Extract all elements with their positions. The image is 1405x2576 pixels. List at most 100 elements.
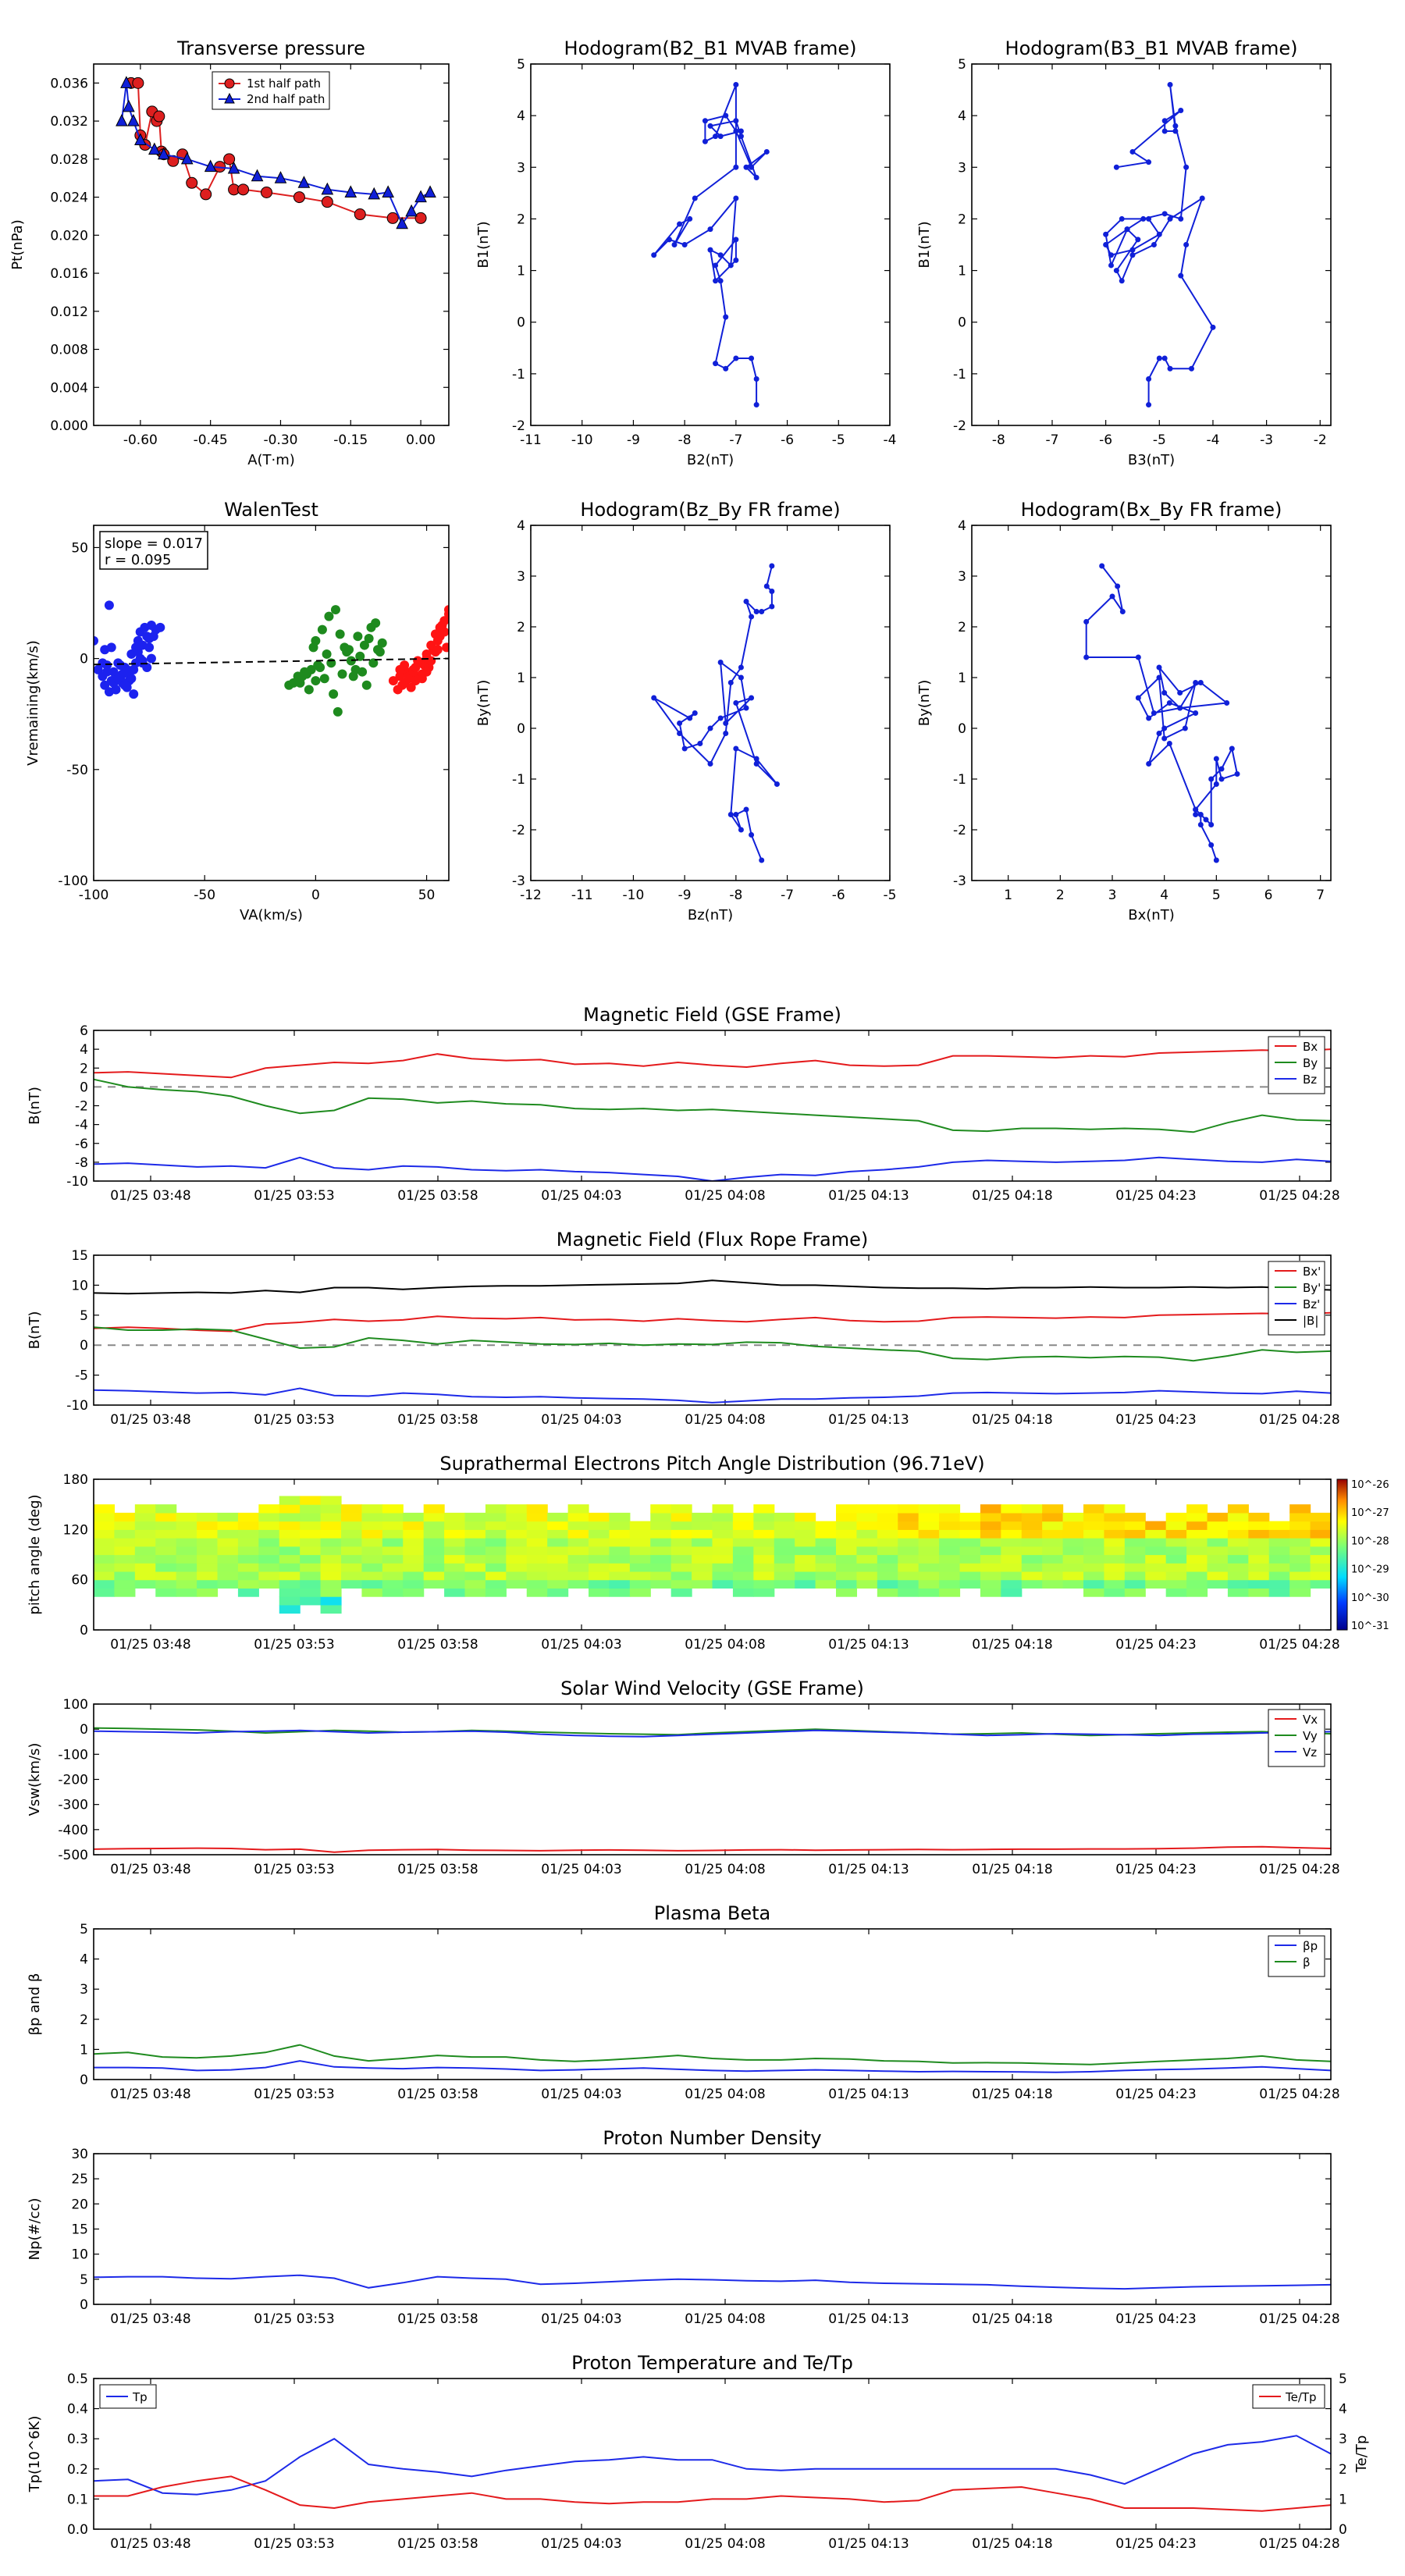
heatmap-cell bbox=[774, 1529, 795, 1539]
y-axis-label: Pt(nPa) bbox=[9, 219, 26, 269]
data-point bbox=[1146, 402, 1152, 408]
y-tick-label: 6 bbox=[80, 1023, 88, 1039]
heatmap-cell bbox=[1207, 1579, 1229, 1589]
plot-area bbox=[94, 1496, 1331, 1614]
y-tick-label: 2 bbox=[958, 212, 966, 227]
heatmap-cell bbox=[320, 1604, 342, 1614]
legend-label: Tp bbox=[132, 2390, 148, 2404]
heatmap-cell bbox=[939, 1554, 961, 1564]
data-point bbox=[1135, 654, 1141, 660]
heatmap-cell bbox=[918, 1563, 940, 1572]
legend-label: By bbox=[1303, 1056, 1318, 1070]
data-point bbox=[204, 159, 217, 173]
heatmap-cell bbox=[1248, 1571, 1270, 1581]
x-tick-label: 0.00 bbox=[406, 432, 436, 448]
heatmap-cell bbox=[341, 1504, 363, 1514]
heatmap-cell bbox=[692, 1571, 713, 1581]
heatmap-cell bbox=[237, 1563, 259, 1572]
data-point bbox=[677, 720, 683, 726]
heatmap-cell bbox=[898, 1571, 919, 1581]
data-point bbox=[127, 113, 140, 126]
y-tick-label: 0.1 bbox=[67, 2492, 88, 2507]
heatmap-cell bbox=[237, 1538, 259, 1547]
y-tick-label: 0.2 bbox=[67, 2462, 88, 2478]
heatmap-cell bbox=[114, 1588, 136, 1597]
heatmap-cell bbox=[712, 1521, 734, 1530]
x-tick-label: -11 bbox=[520, 432, 542, 448]
data-point bbox=[1108, 262, 1115, 269]
heatmap-cell bbox=[403, 1588, 425, 1597]
data-point bbox=[371, 618, 381, 628]
heatmap-cell bbox=[1062, 1563, 1084, 1572]
y-tick-label: 0 bbox=[80, 652, 88, 667]
heatmap-cell bbox=[300, 1538, 322, 1547]
legend-left: Tp bbox=[99, 2384, 157, 2409]
data-point bbox=[723, 365, 729, 372]
heatmap-cell bbox=[1165, 1579, 1187, 1589]
data-point bbox=[321, 182, 334, 195]
time-tick-label: 01/25 03:53 bbox=[254, 1637, 334, 1653]
heatmap-cell bbox=[670, 1571, 692, 1581]
heatmap-cell bbox=[300, 1529, 322, 1539]
data-point bbox=[382, 185, 394, 197]
series-line bbox=[94, 2060, 1331, 2073]
heatmap-cell bbox=[815, 1529, 837, 1539]
time-tick-label: 01/25 03:58 bbox=[397, 2087, 478, 2102]
heatmap-cell bbox=[1289, 1571, 1311, 1581]
data-point bbox=[707, 761, 713, 767]
heatmap-cell bbox=[980, 1538, 1001, 1547]
data-point bbox=[442, 642, 449, 653]
data-point bbox=[1129, 252, 1136, 258]
y-tick-label: 0.3 bbox=[67, 2432, 88, 2447]
heatmap-cell bbox=[1227, 1521, 1249, 1530]
heatmap-cell bbox=[1227, 1538, 1249, 1547]
y-tick-label: -2 bbox=[512, 823, 525, 838]
legend-label: By' bbox=[1303, 1281, 1321, 1295]
heatmap-cell bbox=[589, 1579, 610, 1589]
heatmap-cell bbox=[1124, 1588, 1146, 1597]
data-point bbox=[293, 191, 305, 204]
data-point bbox=[153, 110, 165, 123]
heatmap-cell bbox=[444, 1538, 466, 1547]
heatmap-cell bbox=[753, 1546, 775, 1556]
heatmap-cell bbox=[547, 1554, 569, 1564]
time-tick-label: 01/25 03:48 bbox=[110, 1862, 190, 1877]
heatmap-cell bbox=[1268, 1521, 1290, 1530]
right-y-tick-label: 1 bbox=[1339, 2492, 1347, 2507]
heatmap-cell bbox=[959, 1563, 981, 1572]
heatmap-cell bbox=[134, 1563, 156, 1572]
y-tick-label: 0.028 bbox=[50, 152, 88, 168]
heatmap-cell bbox=[877, 1588, 898, 1597]
heatmap-cell bbox=[279, 1554, 301, 1564]
legend-label: Bz bbox=[1303, 1073, 1317, 1087]
heatmap-cell bbox=[94, 1563, 116, 1572]
heatmap-cell bbox=[589, 1538, 610, 1547]
data-point bbox=[1218, 776, 1225, 782]
y-tick-label: 0.024 bbox=[50, 190, 88, 206]
heatmap-cell bbox=[918, 1546, 940, 1556]
x-axis-label: B2(nT) bbox=[687, 452, 734, 468]
data-point bbox=[1197, 680, 1204, 685]
data-point bbox=[759, 857, 765, 863]
data-point bbox=[313, 660, 323, 671]
heatmap-cell bbox=[444, 1521, 466, 1530]
heatmap-cell bbox=[1083, 1579, 1105, 1589]
heatmap-cell bbox=[506, 1538, 528, 1547]
heatmap-cell bbox=[320, 1596, 342, 1606]
x-tick-label: -11 bbox=[571, 888, 593, 903]
heatmap-cell bbox=[589, 1571, 610, 1581]
data-point bbox=[707, 226, 713, 233]
data-point bbox=[444, 609, 449, 619]
data-point bbox=[1193, 710, 1199, 716]
heatmap-cell bbox=[526, 1504, 548, 1514]
data-point bbox=[1197, 822, 1204, 827]
heatmap-cell bbox=[1021, 1563, 1043, 1572]
heatmap-cell bbox=[1186, 1563, 1208, 1572]
y-tick-label: 4 bbox=[958, 518, 966, 534]
heatmap-cell bbox=[300, 1596, 322, 1606]
data-point bbox=[102, 667, 112, 677]
data-point bbox=[733, 257, 739, 263]
y-tick-label: -100 bbox=[58, 1747, 88, 1763]
hodogram-path bbox=[1085, 565, 1239, 861]
heatmap-cell bbox=[1001, 1571, 1023, 1581]
